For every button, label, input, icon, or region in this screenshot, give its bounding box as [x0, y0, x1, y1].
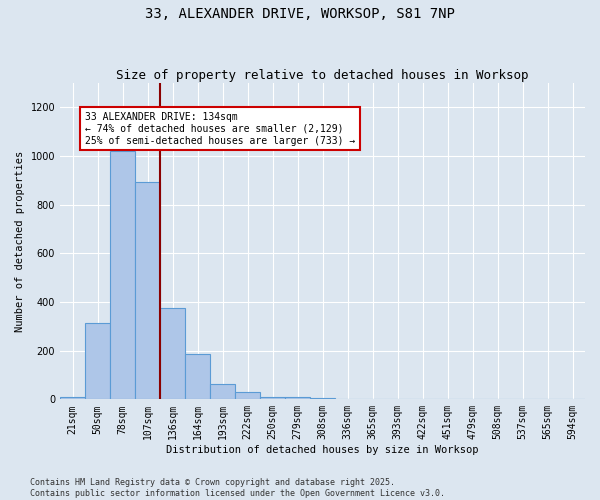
Bar	[235, 392, 260, 400]
Bar	[210, 384, 235, 400]
Bar	[310, 398, 335, 400]
Bar	[60, 397, 85, 400]
Text: 33, ALEXANDER DRIVE, WORKSOP, S81 7NP: 33, ALEXANDER DRIVE, WORKSOP, S81 7NP	[145, 8, 455, 22]
Bar	[85, 322, 110, 400]
Bar	[110, 152, 135, 400]
Y-axis label: Number of detached properties: Number of detached properties	[15, 150, 25, 332]
X-axis label: Distribution of detached houses by size in Worksop: Distribution of detached houses by size …	[166, 445, 479, 455]
Bar	[285, 397, 310, 400]
Bar	[135, 182, 160, 400]
Bar	[260, 397, 285, 400]
Title: Size of property relative to detached houses in Worksop: Size of property relative to detached ho…	[116, 69, 529, 82]
Bar	[185, 354, 210, 400]
Bar	[160, 308, 185, 400]
Text: 33 ALEXANDER DRIVE: 134sqm
← 74% of detached houses are smaller (2,129)
25% of s: 33 ALEXANDER DRIVE: 134sqm ← 74% of deta…	[85, 112, 355, 146]
Text: Contains HM Land Registry data © Crown copyright and database right 2025.
Contai: Contains HM Land Registry data © Crown c…	[30, 478, 445, 498]
